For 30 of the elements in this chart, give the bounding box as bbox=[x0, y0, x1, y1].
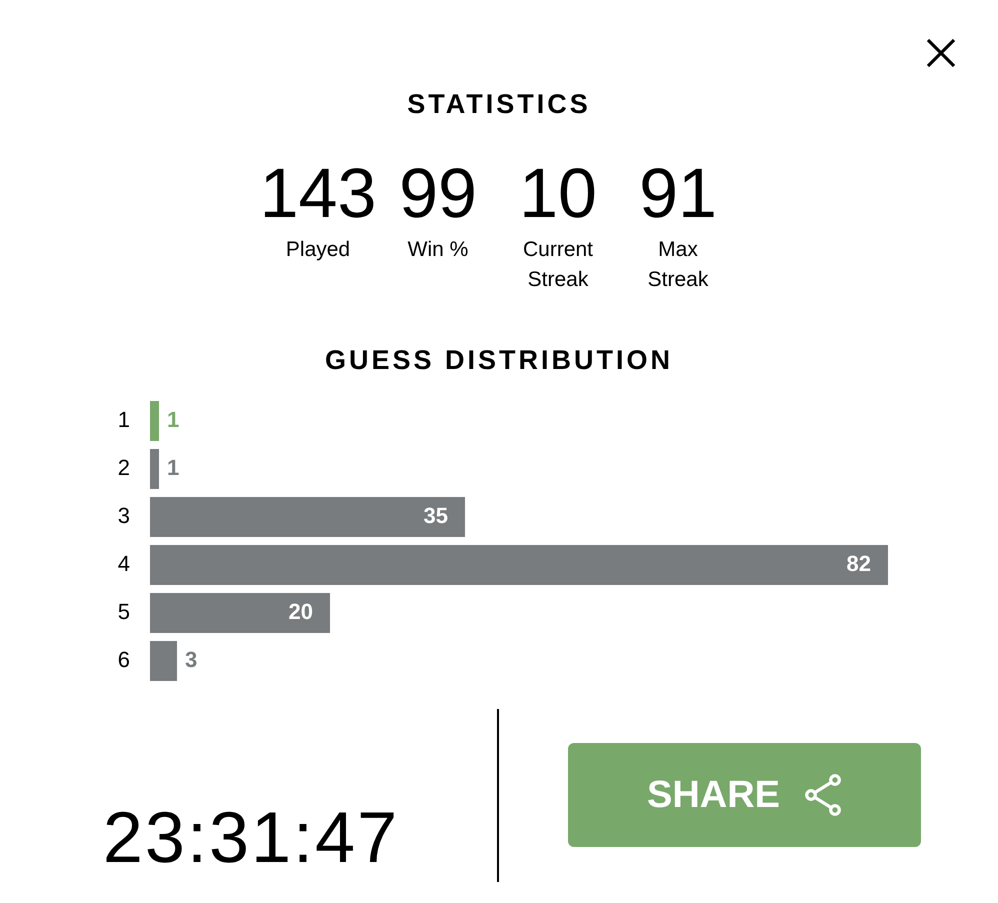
data-label: 35 bbox=[424, 503, 448, 528]
category-label: Win % bbox=[406, 237, 470, 263]
y-tick-label: 1 bbox=[118, 407, 130, 432]
text: SHARE bbox=[646, 773, 780, 817]
data-label: 82 bbox=[846, 551, 871, 576]
data-label: 99 bbox=[398, 154, 478, 232]
bar bbox=[150, 545, 888, 585]
bar bbox=[150, 449, 159, 489]
data-label: 10 bbox=[518, 154, 598, 232]
data-label: 143 bbox=[258, 154, 378, 232]
data-label: 1 bbox=[167, 455, 180, 480]
y-tick-label: 6 bbox=[118, 647, 130, 672]
data-label: 1 bbox=[167, 407, 180, 432]
category-label: Played bbox=[284, 237, 352, 263]
bar bbox=[150, 401, 159, 441]
y-tick-label: 2 bbox=[118, 455, 130, 480]
y-tick-label: 5 bbox=[118, 599, 130, 624]
category-label: Max Streak bbox=[646, 237, 710, 293]
bar bbox=[150, 497, 465, 537]
data-label: 20 bbox=[288, 599, 313, 624]
data-label: 91 bbox=[638, 154, 718, 232]
bar bbox=[150, 641, 177, 681]
text: STATISTICS bbox=[406, 89, 592, 119]
category-label: Current Streak bbox=[522, 237, 594, 293]
text: 23:31:47 bbox=[102, 798, 400, 878]
y-tick-label: 4 bbox=[118, 551, 130, 576]
data-label: 3 bbox=[185, 647, 198, 672]
bar bbox=[150, 593, 330, 633]
y-tick-label: 3 bbox=[118, 503, 130, 528]
chart-title: GUESS DISTRIBUTION bbox=[324, 345, 674, 375]
